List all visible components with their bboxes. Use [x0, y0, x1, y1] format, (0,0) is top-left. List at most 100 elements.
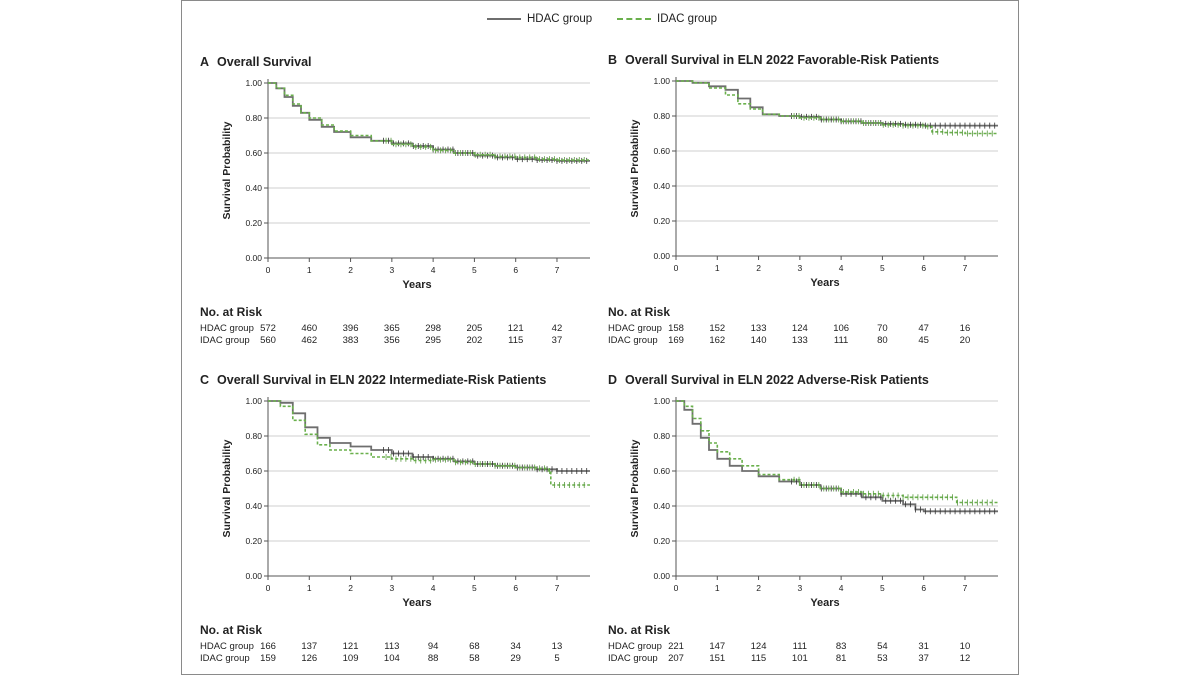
panel-a-risk-label-hdac: HDAC group: [200, 323, 254, 334]
panel-a-risk-title: No. at Risk: [200, 305, 263, 319]
panel-b-risk-hdac-value: 158: [668, 323, 684, 334]
panel-c-risk-hdac-value: 113: [384, 641, 400, 652]
legend-line-idac-icon: [617, 18, 651, 20]
panel-c-plot: 0.00 0.20 0.40 0.60 0.80 1.00 0 1 2 3 4 5 6 7 Years Sur…: [221, 396, 590, 609]
panel-c-risk-idac-value: 58: [469, 653, 480, 664]
panel-a-title: A Overall Survival: [200, 55, 312, 69]
panel-a-risk-idac-value: 202: [466, 335, 483, 346]
panel-c-risk-hdac-value: 166: [260, 641, 276, 652]
panel-b-ytick-label: 0.60: [653, 146, 670, 156]
panel-b-risk-idac-value: 162: [709, 335, 726, 346]
panel-d-ylabel: Survival Probability: [629, 439, 641, 537]
panel-b-risk-label-idac: IDAC group: [608, 335, 658, 346]
panel-d-risk-hdac-value: 147: [709, 641, 726, 652]
panel-d-ytick-label: 1.00: [653, 396, 670, 406]
panel-b-risk-idac-value: 20: [959, 335, 971, 346]
panel-d-risk-idac-value: 115: [750, 653, 767, 664]
panel-a-risk-idac-value: 356: [383, 335, 400, 346]
panel-b-ytick-label: 0.80: [653, 111, 670, 121]
panel-c-risk-idac-value: 109: [342, 653, 359, 664]
panel-d-ytick-label: 0.20: [653, 536, 670, 546]
panel-c-xtick-label: 7: [555, 583, 560, 593]
panel-a-risk-idac-value: 383: [342, 335, 359, 346]
panel-a-risk-hdac-value: 460: [301, 323, 318, 334]
panel-a-xtick-label: 1: [307, 265, 312, 275]
panel-b-risk-hdac-value: 16: [959, 323, 971, 334]
panel-b-xtick-label: 0: [674, 263, 679, 273]
panel-c-risk-idac-value: 126: [301, 653, 318, 664]
panel-d-ytick-label: 0.80: [653, 431, 670, 441]
panel-a-risk-hdac-value: 365: [383, 323, 400, 334]
panel-a-ytick-label: 0.40: [245, 183, 262, 193]
panel-c-xtick-label: 1: [307, 583, 312, 593]
panel-d-risk-idac-value: 37: [918, 653, 929, 664]
panel-c-xtick-label: 0: [266, 583, 271, 593]
panel-b-ytick-label: 0.40: [653, 181, 670, 191]
panel-c-series-idac: [268, 400, 590, 486]
panel-b-risk-label-hdac: HDAC group: [608, 323, 662, 334]
panel-b-series-idac: [676, 80, 998, 135]
panel-a-risk-idac-value: 462: [301, 335, 318, 346]
panel-d-risk-hdac-value: 111: [792, 641, 808, 652]
panel-a-risk-label-idac: IDAC group: [200, 335, 250, 346]
panel-c-xlabel: Years: [402, 597, 431, 609]
panel-d-risk-hdac-value: 124: [750, 641, 767, 652]
panel-a-ytick-label: 0.20: [245, 218, 262, 228]
panel-d-series-idac: [676, 400, 998, 504]
panel-b-xtick-label: 2: [756, 263, 761, 273]
panel-b-risk-idac-value: 80: [877, 335, 888, 346]
panel-a-series-idac: [268, 82, 590, 161]
panel-a-ylabel: Survival Probability: [221, 121, 233, 219]
panel-d-title: D Overall Survival in ELN 2022 Adverse-Ri…: [608, 373, 929, 387]
legend-item-idac: IDAC group: [617, 13, 717, 25]
panel-a-risk-idac-value: 560: [260, 335, 276, 346]
panel-c-ylabel: Survival Probability: [221, 439, 233, 537]
panel-b-risk-hdac-value: 47: [918, 323, 929, 334]
panel-d-risk-idac-value: 12: [959, 653, 971, 664]
legend-item-hdac: HDAC group: [487, 13, 592, 25]
panel-b-risk-hdac-value: 124: [791, 323, 808, 334]
panel-b-xtick-label: 7: [963, 263, 968, 273]
panel-b-xlabel: Years: [810, 277, 839, 289]
panel-d-xtick-label: 0: [674, 583, 679, 593]
panel-b-ylabel: Survival Probability: [629, 119, 641, 217]
panel-d-ytick-label: 0.40: [653, 501, 670, 511]
panel-c-risk-label-hdac: HDAC group: [200, 641, 254, 652]
panel-a-risk-idac-value: 115: [508, 335, 524, 346]
panel-c-ytick-label: 0.80: [245, 431, 262, 441]
panel-d-risk-hdac-value: 83: [835, 641, 847, 652]
panel-b-risk-idac-value: 111: [833, 335, 849, 346]
panel-b-ytick-label: 0.00: [653, 251, 670, 261]
panel-d-xtick-label: 3: [797, 583, 802, 593]
panel-d-xtick-label: 5: [880, 583, 885, 593]
panel-b-title: B Overall Survival in ELN 2022 Favorable-…: [608, 53, 940, 67]
panel-c-risk-hdac-value: 94: [427, 641, 439, 652]
panel-d-risk-title: No. at Risk: [608, 623, 671, 637]
panel-b-xtick-label: 4: [839, 263, 844, 273]
legend: HDAC group IDAC group: [182, 1, 1018, 41]
panel-b-ytick-label: 1.00: [653, 76, 670, 86]
panel-a-xlabel: Years: [402, 279, 431, 291]
panel-b-ytick-label: 0.20: [653, 216, 670, 226]
panel-c-xtick-label: 6: [513, 583, 518, 593]
panel-c-risk-idac-value: 104: [383, 653, 400, 664]
panel-b-risk-hdac-value: 106: [833, 323, 850, 334]
panel-c-risk-idac-value: 88: [427, 653, 439, 664]
panel-c-ytick-label: 0.20: [245, 536, 262, 546]
panel-a-xtick-label: 4: [431, 265, 436, 275]
panel-a-risk-hdac-value: 572: [260, 323, 276, 334]
panel-c-xtick-label: 5: [472, 583, 477, 593]
panel-d-ytick-label: 0.00: [653, 571, 670, 581]
panel-d-xtick-label: 4: [839, 583, 844, 593]
legend-label-idac: IDAC group: [657, 13, 718, 25]
panel-b-xtick-label: 1: [715, 263, 720, 273]
panel-b-risk-idac-value: 133: [791, 335, 808, 346]
panel-c-title: C Overall Survival in ELN 2022 Intermedia…: [200, 373, 547, 387]
panel-a-risk-idac-value: 295: [425, 335, 442, 346]
panel-c-risk-idac-value: 5: [554, 653, 560, 664]
panel-a: A Overall Survival 0.00 0.20 0.40 0.60 0.80 1.…: [182, 55, 592, 375]
panel-c-risk-idac-value: 29: [510, 653, 521, 664]
panel-d-risk-label-idac: IDAC group: [608, 653, 658, 664]
panel-a-xtick-label: 0: [266, 265, 271, 275]
panel-d-xtick-label: 7: [963, 583, 968, 593]
